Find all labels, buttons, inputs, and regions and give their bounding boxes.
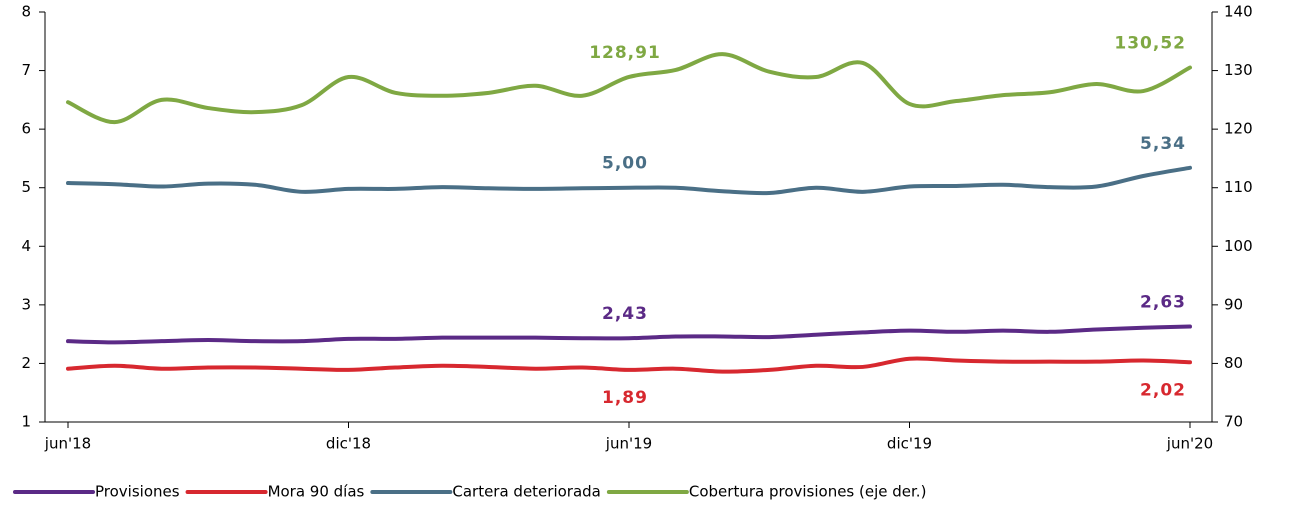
value-label: 5,00 — [602, 154, 648, 174]
value-label: 2,43 — [602, 304, 648, 324]
y-tick-label: 3 — [21, 295, 31, 313]
line-series — [66, 324, 1192, 345]
line-series — [66, 52, 1192, 125]
y-tick-label: 6 — [21, 120, 31, 138]
y2-tick-label: 100 — [1224, 237, 1253, 255]
x-tick-label: jun'18 — [44, 435, 91, 453]
y2-tick-label: 140 — [1224, 3, 1253, 21]
y-tick-label: 4 — [21, 237, 31, 255]
value-label: 1,89 — [602, 388, 648, 408]
value-label: 2,63 — [1140, 293, 1186, 313]
value-label: 5,34 — [1140, 134, 1186, 154]
y2-tick-label: 120 — [1224, 120, 1253, 138]
y-tick-label: 8 — [21, 3, 31, 21]
x-tick-label: jun'19 — [605, 435, 652, 453]
y-tick-label: 2 — [21, 354, 31, 372]
line-series — [66, 165, 1192, 196]
y2-tick-label: 80 — [1224, 354, 1243, 372]
value-label: 130,52 — [1114, 34, 1186, 54]
value-label: 2,02 — [1140, 380, 1186, 400]
value-label: 128,91 — [589, 43, 661, 63]
x-tick-label: jun'20 — [1166, 435, 1213, 453]
x-tick-label: dic'19 — [887, 435, 932, 453]
y2-tick-label: 90 — [1224, 295, 1243, 313]
legend-label: Provisiones — [95, 483, 180, 501]
legend-label: Mora 90 días — [268, 483, 365, 501]
x-tick-label: dic'18 — [326, 435, 371, 453]
y2-tick-label: 110 — [1224, 178, 1253, 196]
y2-tick-label: 70 — [1224, 413, 1243, 431]
y-tick-label: 7 — [21, 61, 31, 79]
legend-label: Cartera deteriorada — [452, 483, 601, 501]
legend-label: Cobertura provisiones (eje der.) — [689, 483, 927, 501]
y-tick-label: 1 — [21, 413, 31, 431]
y2-tick-label: 130 — [1224, 61, 1253, 79]
y-tick-label: 5 — [21, 178, 31, 196]
line-series — [66, 356, 1192, 374]
